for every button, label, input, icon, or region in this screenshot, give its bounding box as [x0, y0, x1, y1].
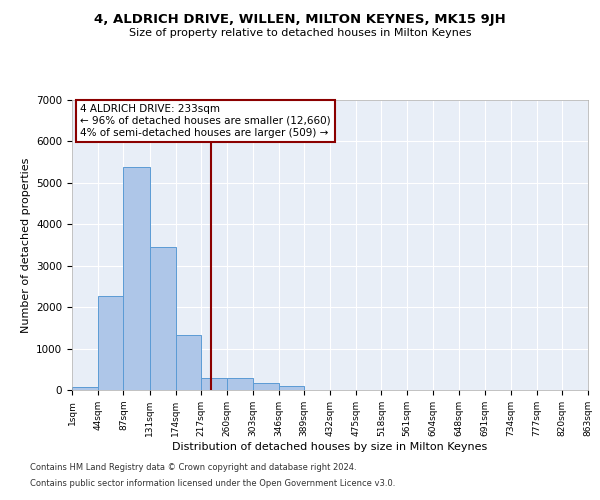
Text: 4, ALDRICH DRIVE, WILLEN, MILTON KEYNES, MK15 9JH: 4, ALDRICH DRIVE, WILLEN, MILTON KEYNES,… — [94, 12, 506, 26]
Bar — [201, 378, 227, 390]
Text: 4 ALDRICH DRIVE: 233sqm
← 96% of detached houses are smaller (12,660)
4% of semi: 4 ALDRICH DRIVE: 233sqm ← 96% of detache… — [80, 104, 331, 138]
Y-axis label: Number of detached properties: Number of detached properties — [20, 158, 31, 332]
Text: Contains public sector information licensed under the Open Government Licence v3: Contains public sector information licen… — [30, 478, 395, 488]
Text: Size of property relative to detached houses in Milton Keynes: Size of property relative to detached ho… — [129, 28, 471, 38]
Bar — [72, 387, 98, 390]
Bar — [98, 296, 124, 390]
Bar — [124, 167, 150, 390]
Bar — [227, 378, 253, 390]
Bar — [253, 384, 278, 390]
X-axis label: Distribution of detached houses by size in Milton Keynes: Distribution of detached houses by size … — [172, 442, 488, 452]
Bar — [150, 247, 176, 390]
Text: Contains HM Land Registry data © Crown copyright and database right 2024.: Contains HM Land Registry data © Crown c… — [30, 464, 356, 472]
Bar — [278, 386, 304, 390]
Bar — [176, 336, 201, 390]
